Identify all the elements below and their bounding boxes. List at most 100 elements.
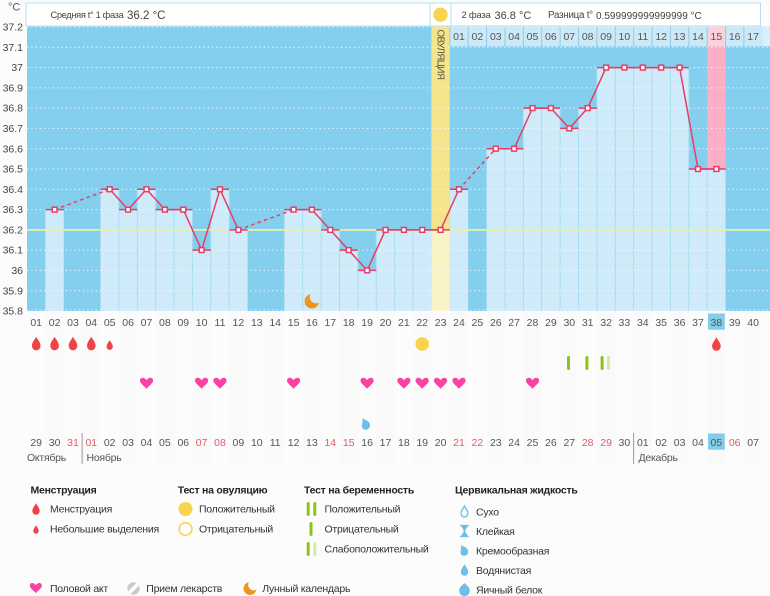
svg-text:04: 04 — [85, 317, 97, 329]
svg-text:02: 02 — [655, 437, 667, 449]
svg-text:0.599999999999999 °C: 0.599999999999999 °C — [596, 11, 702, 22]
svg-text:07: 07 — [747, 437, 759, 449]
svg-text:10: 10 — [196, 317, 208, 329]
svg-text:36.2: 36.2 — [3, 225, 24, 237]
svg-text:14: 14 — [269, 317, 281, 329]
svg-text:Прием лекарств: Прием лекарств — [146, 583, 223, 595]
svg-text:20: 20 — [435, 437, 447, 449]
svg-text:16: 16 — [729, 31, 741, 43]
svg-text:02: 02 — [49, 317, 61, 329]
svg-text:08: 08 — [159, 317, 171, 329]
svg-text:04: 04 — [508, 31, 520, 43]
svg-text:Менструация: Менструация — [50, 504, 112, 516]
svg-text:36.2 °C: 36.2 °C — [127, 10, 165, 22]
svg-text:31: 31 — [582, 317, 594, 329]
svg-text:38: 38 — [711, 317, 723, 329]
svg-text:06: 06 — [545, 31, 557, 43]
svg-text:40: 40 — [747, 317, 759, 329]
svg-text:04: 04 — [141, 437, 153, 449]
svg-text:36.5: 36.5 — [3, 164, 24, 176]
svg-text:Лунный календарь: Лунный календарь — [262, 583, 351, 595]
svg-text:36: 36 — [674, 317, 686, 329]
svg-text:06: 06 — [177, 437, 189, 449]
svg-text:23: 23 — [435, 317, 447, 329]
svg-text:24: 24 — [508, 437, 520, 449]
svg-text:05: 05 — [104, 317, 116, 329]
svg-text:27: 27 — [563, 437, 575, 449]
svg-text:13: 13 — [306, 437, 318, 449]
svg-text:02: 02 — [472, 31, 484, 43]
svg-text:36: 36 — [11, 265, 23, 277]
svg-text:36.6: 36.6 — [3, 143, 24, 155]
svg-text:02: 02 — [104, 437, 116, 449]
svg-text:Ноябрь: Ноябрь — [87, 452, 123, 464]
svg-text:16: 16 — [361, 437, 373, 449]
svg-text:35.8: 35.8 — [3, 306, 24, 318]
svg-text:32: 32 — [600, 317, 612, 329]
svg-text:04: 04 — [692, 437, 704, 449]
svg-text:37: 37 — [692, 317, 704, 329]
svg-text:19: 19 — [416, 437, 428, 449]
svg-text:05: 05 — [711, 437, 723, 449]
svg-text:Отрицательный: Отрицательный — [325, 524, 399, 536]
svg-text:Клейкая: Клейкая — [476, 526, 515, 538]
svg-text:21: 21 — [398, 317, 410, 329]
svg-text:37.2: 37.2 — [3, 22, 24, 34]
svg-text:2 фаза: 2 фаза — [462, 10, 492, 21]
svg-text:Водянистая: Водянистая — [476, 565, 531, 577]
svg-text:09: 09 — [177, 317, 189, 329]
svg-text:Средняя t° 1 фаза: Средняя t° 1 фаза — [51, 10, 125, 20]
svg-text:01: 01 — [453, 31, 465, 43]
svg-text:36.7: 36.7 — [3, 123, 24, 135]
svg-text:06: 06 — [122, 317, 134, 329]
svg-text:11: 11 — [215, 317, 226, 329]
svg-text:21: 21 — [453, 437, 465, 449]
svg-text:01: 01 — [30, 317, 42, 329]
svg-text:36.8: 36.8 — [3, 103, 24, 115]
svg-text:03: 03 — [674, 437, 686, 449]
svg-text:Менструация: Менструация — [31, 485, 97, 497]
svg-text:15: 15 — [343, 437, 355, 449]
svg-text:36.1: 36.1 — [3, 245, 24, 257]
svg-text:29: 29 — [600, 437, 612, 449]
svg-text:Положительный: Положительный — [325, 504, 401, 516]
svg-text:08: 08 — [582, 31, 594, 43]
svg-text:34: 34 — [637, 317, 649, 329]
svg-text:27: 27 — [508, 317, 520, 329]
svg-text:35: 35 — [655, 317, 667, 329]
svg-text:33: 33 — [619, 317, 631, 329]
svg-text:ОВУЛЯЦИЯ: ОВУЛЯЦИЯ — [434, 30, 445, 80]
svg-text:30: 30 — [619, 437, 631, 449]
svg-text:30: 30 — [49, 437, 61, 449]
svg-text:39: 39 — [729, 317, 741, 329]
svg-text:Кремообразная: Кремообразная — [476, 546, 549, 558]
svg-text:15: 15 — [288, 317, 300, 329]
svg-text:37.1: 37.1 — [3, 42, 24, 54]
svg-text:12: 12 — [233, 317, 245, 329]
svg-text:23: 23 — [490, 437, 502, 449]
svg-text:Октябрь: Октябрь — [27, 452, 67, 464]
svg-text:08: 08 — [214, 437, 226, 449]
svg-text:Разница t°: Разница t° — [548, 10, 593, 21]
svg-text:26: 26 — [545, 437, 557, 449]
svg-text:Яичный белок: Яичный белок — [476, 585, 543, 596]
svg-text:36.9: 36.9 — [3, 83, 24, 95]
svg-text:Небольшие выделения: Небольшие выделения — [50, 524, 159, 536]
svg-text:36.3: 36.3 — [3, 204, 24, 216]
svg-text:Декабрь: Декабрь — [639, 452, 679, 464]
svg-text:36.4: 36.4 — [3, 184, 24, 196]
svg-text:20: 20 — [380, 317, 392, 329]
svg-text:12: 12 — [655, 31, 667, 43]
svg-text:Тест на овуляцию: Тест на овуляцию — [178, 485, 268, 497]
svg-text:°C: °C — [8, 2, 20, 14]
svg-text:14: 14 — [324, 437, 336, 449]
svg-text:30: 30 — [563, 317, 575, 329]
svg-text:10: 10 — [619, 31, 631, 43]
svg-text:Слабоположительный: Слабоположительный — [325, 544, 429, 556]
svg-text:12: 12 — [288, 437, 300, 449]
svg-text:03: 03 — [490, 31, 502, 43]
svg-text:19: 19 — [361, 317, 373, 329]
svg-text:03: 03 — [122, 437, 134, 449]
svg-text:22: 22 — [416, 317, 428, 329]
svg-text:07: 07 — [196, 437, 208, 449]
